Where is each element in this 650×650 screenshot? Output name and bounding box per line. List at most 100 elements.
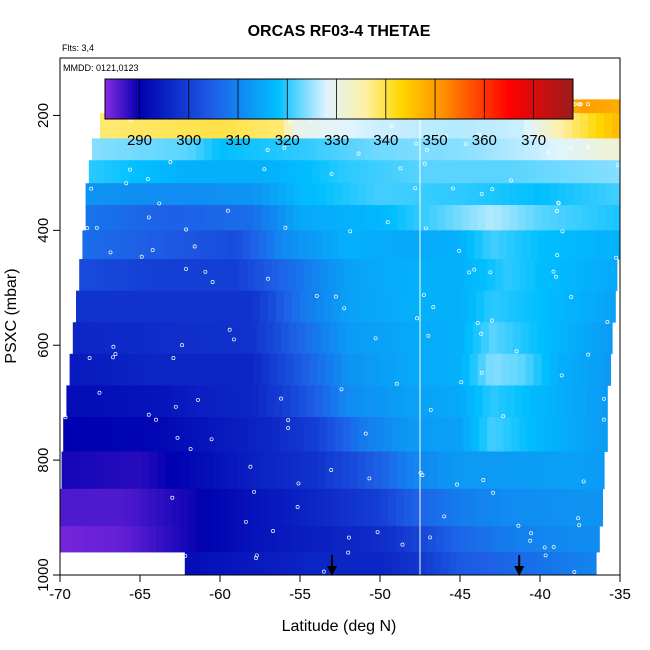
heatmap-cell (572, 138, 581, 161)
heatmap-cell (79, 417, 88, 452)
obs-marker (529, 531, 534, 536)
heatmap-cell (309, 183, 319, 206)
heatmap-cell (84, 290, 93, 323)
heatmap-cell (325, 183, 335, 206)
heatmap-cell (500, 290, 509, 323)
heatmap-cell (540, 290, 549, 323)
obs-marker (551, 269, 556, 274)
heatmap-cell (285, 205, 295, 231)
obs-marker (468, 576, 471, 579)
heatmap-cell (100, 290, 109, 323)
x-axis-label: Latitude (deg N) (282, 618, 397, 635)
heatmap-cell (482, 230, 491, 260)
heatmap-cell (180, 290, 189, 323)
heatmap-cell (90, 230, 99, 260)
heatmap-cell (327, 417, 336, 452)
heatmap-cell (559, 259, 568, 292)
heatmap-cell (484, 138, 493, 161)
heatmap-cell (111, 417, 120, 452)
heatmap-cell (151, 417, 160, 452)
heatmap-cell (580, 488, 589, 527)
heatmap-cell (218, 385, 227, 418)
heatmap-cell (568, 160, 578, 184)
heatmap-cell (229, 183, 239, 206)
obs-marker (443, 134, 448, 139)
heatmap-cell (261, 183, 271, 206)
heatmap-cell (591, 417, 600, 452)
heatmap-cell (490, 230, 499, 260)
x-tick-label: -40 (529, 586, 551, 603)
heatmap-cell (375, 417, 384, 452)
heatmap-cell (572, 113, 581, 139)
heatmap-cell (240, 322, 250, 355)
heatmap-cell (429, 183, 439, 206)
heatmap-cell (215, 259, 224, 292)
heatmap-cell (96, 160, 106, 184)
heatmap-cell (509, 205, 519, 231)
obs-marker (585, 102, 590, 107)
heatmap-cell (359, 417, 368, 452)
heatmap-cell (540, 138, 549, 161)
heatmap-cell (258, 230, 267, 260)
heatmap-cell (236, 113, 245, 139)
heatmap-cell (132, 290, 141, 323)
heatmap-cell (101, 205, 111, 231)
obs-marker (227, 327, 232, 332)
obs-marker (271, 529, 275, 533)
heatmap-cell (512, 160, 522, 184)
heatmap-cell (338, 385, 347, 418)
heatmap-cell (511, 259, 520, 292)
heatmap-cell (408, 160, 418, 184)
heatmap-cell (485, 183, 495, 206)
heatmap-cell (226, 230, 235, 260)
obs-marker (457, 248, 462, 253)
heatmap-cell (500, 488, 509, 527)
heatmap-cell (471, 259, 480, 292)
heatmap-cell (527, 417, 536, 452)
heatmap-cell (452, 113, 461, 139)
heatmap-cell (405, 183, 415, 206)
heatmap-cell (541, 205, 551, 231)
heatmap-cell (282, 230, 291, 260)
obs-marker (173, 404, 178, 409)
heatmap-cell (412, 526, 421, 553)
heatmap-cell (157, 353, 167, 386)
heatmap-cell (98, 385, 107, 418)
heatmap-cell (202, 230, 211, 260)
heatmap-cell (191, 259, 200, 292)
heatmap-cell (396, 113, 405, 139)
heatmap-cell (120, 322, 130, 355)
obs-marker (398, 166, 403, 171)
obs-marker (543, 553, 548, 558)
heatmap-cell (536, 552, 546, 575)
heatmap-cell (175, 259, 184, 292)
heatmap-cell (263, 417, 272, 452)
heatmap-cell (312, 322, 322, 355)
heatmap-cell (220, 290, 229, 323)
heatmap-cell (116, 113, 125, 139)
heatmap-cell (437, 183, 447, 206)
heatmap-cell (293, 353, 303, 386)
obs-marker (171, 356, 176, 361)
heatmap-cell (300, 290, 309, 323)
heatmap-cell (525, 353, 535, 386)
heatmap-cell (253, 451, 263, 490)
heatmap-cell (204, 290, 213, 323)
heatmap-cell (236, 488, 245, 527)
heatmap-cell (480, 322, 490, 355)
heatmap-cell (565, 451, 575, 490)
heatmap-cell (405, 353, 415, 386)
heatmap-cell (501, 451, 511, 490)
x-tick-label: -50 (369, 586, 391, 603)
heatmap-cell (528, 322, 538, 355)
heatmap-cell (484, 488, 493, 527)
heatmap-cell (197, 183, 207, 206)
heatmap-cell (580, 526, 589, 553)
heatmap-cell (188, 113, 197, 139)
colorbar-ticks: 290 300 310 320 330 340 350 360 370 (127, 79, 546, 149)
heatmap-cell (392, 160, 402, 184)
y-tick-label: 200 (35, 103, 52, 128)
obs-marker (488, 270, 493, 275)
heatmap-cell (148, 138, 157, 161)
heatmap-cell (591, 259, 600, 292)
